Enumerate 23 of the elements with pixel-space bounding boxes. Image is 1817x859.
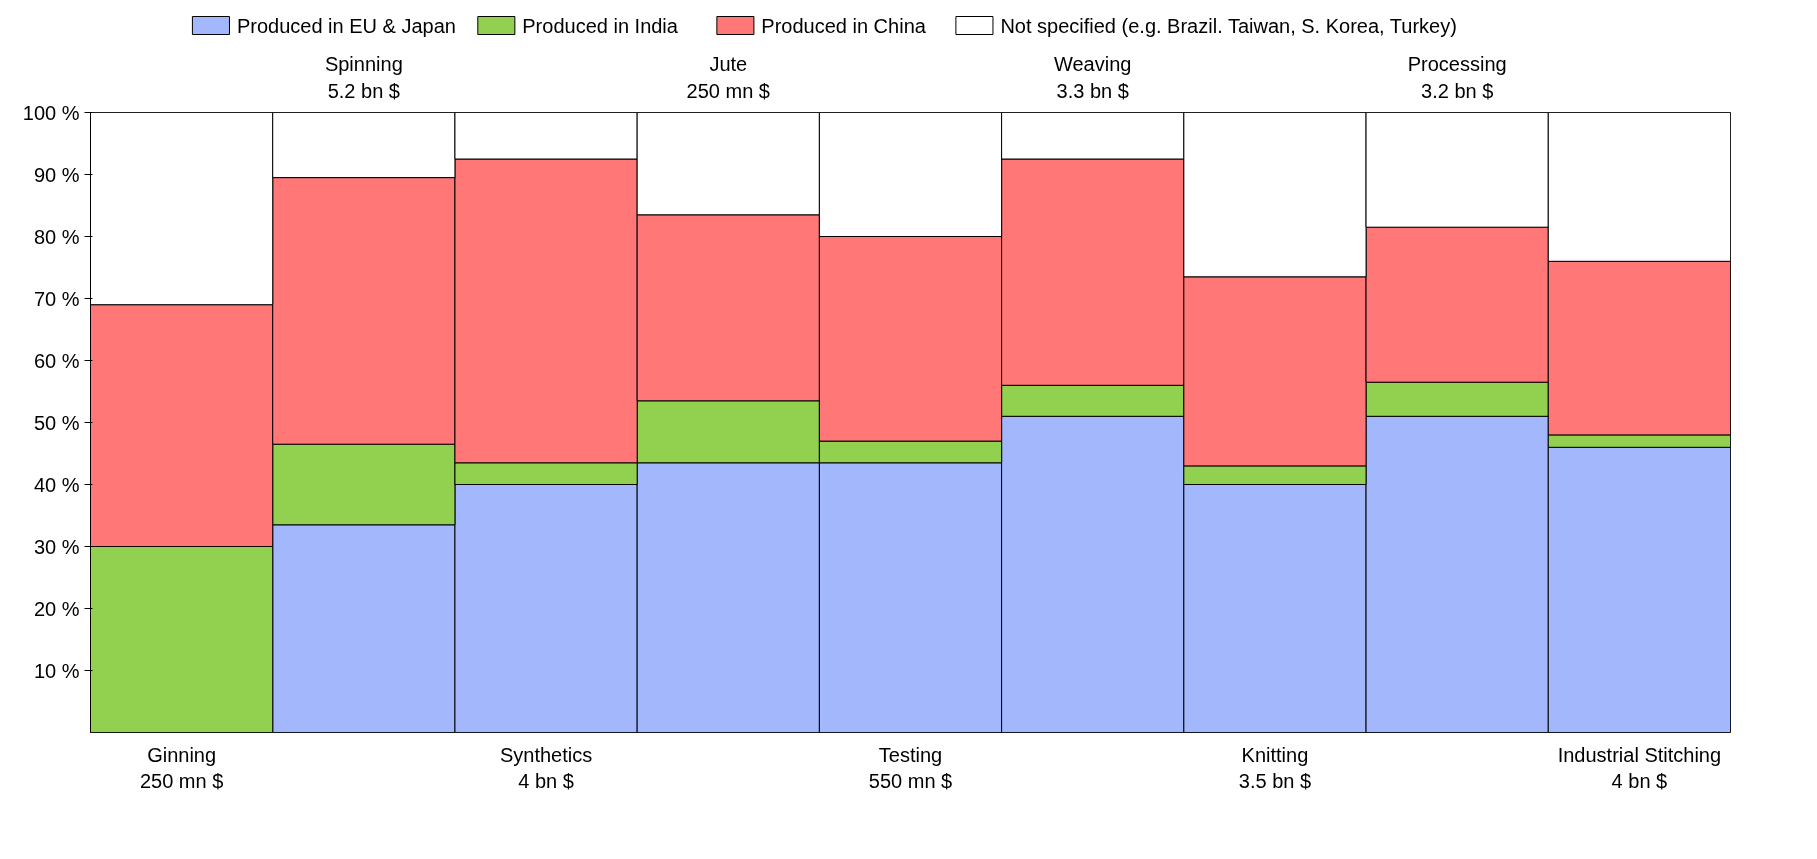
x-tick-label: Industrial Stitching 4 bn $ (1557, 743, 1722, 792)
x-tick-label: Ginning 250 mn $ (139, 743, 224, 792)
y-tick-label: 70 % (33, 287, 80, 310)
y-tick-label: 80 % (33, 225, 80, 248)
legend-label: Produced in India (522, 14, 679, 37)
x-tick-label: Synthetics 4 bn $ (499, 743, 593, 792)
y-tick-label: 90 % (33, 163, 80, 186)
y-tick-label: 40 % (33, 473, 80, 496)
y-tick-label: 60 % (33, 349, 80, 372)
x-tick-label: Testing 550 mn $ (868, 743, 953, 792)
legend-label: Not specified (e.g. Brazil. Taiwan, S. Korea, Turkey) (1000, 14, 1457, 37)
x-tick-label: Jute 250 mn $ (686, 53, 770, 102)
y-tick-label: 100 % (22, 101, 80, 124)
x-tick-label: Knitting 3.5 bn $ (1238, 743, 1312, 792)
y-tick-label: 20 % (33, 597, 80, 620)
y-tick-label: 30 % (33, 535, 80, 558)
legend-label: Produced in EU & Japan (236, 14, 456, 37)
y-tick-label: 50 % (33, 411, 80, 434)
x-tick-label: Weaving 3.3 bn $ (1054, 53, 1132, 102)
legend-label: Produced in China (761, 14, 927, 37)
x-tick-label: Processing 3.2 bn $ (1407, 53, 1507, 102)
y-tick-label: 10 % (33, 659, 80, 682)
x-tick-label: Spinning 5.2 bn $ (324, 53, 403, 102)
